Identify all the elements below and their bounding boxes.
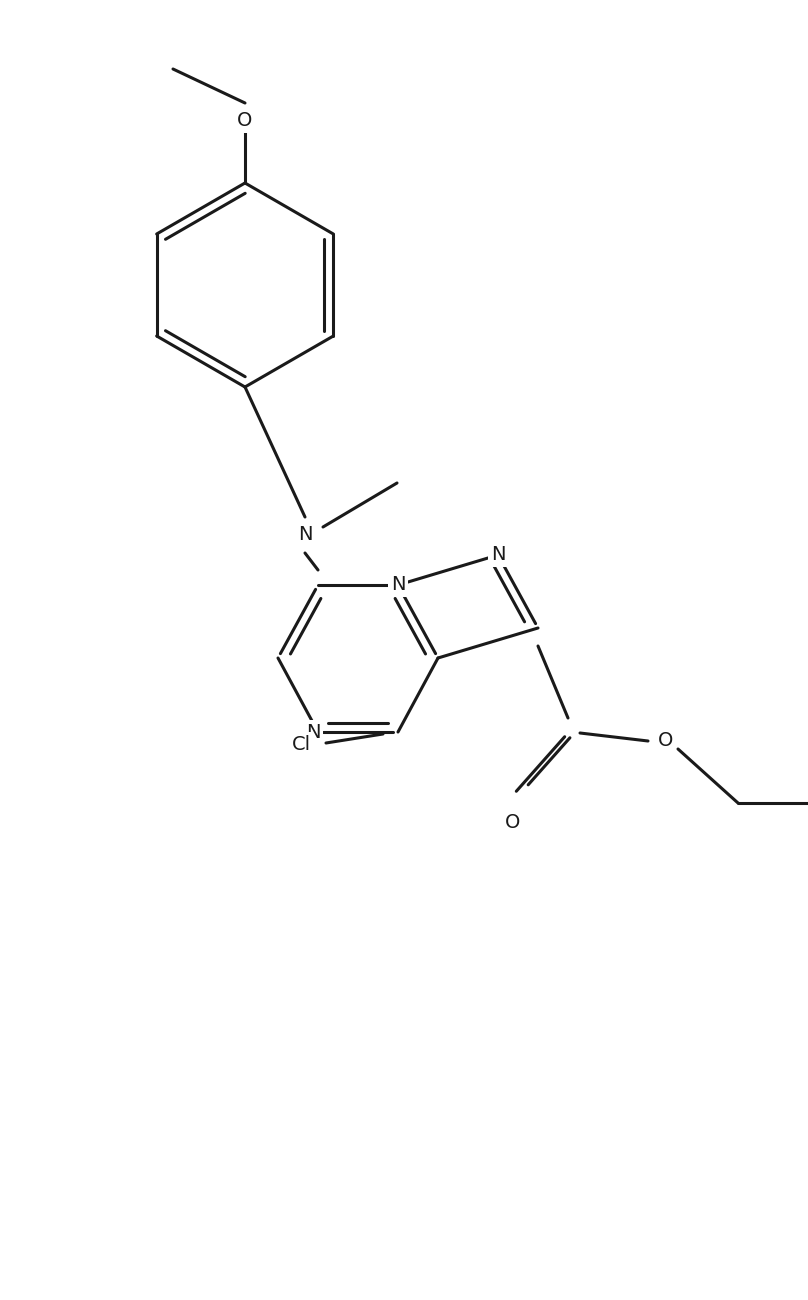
Text: Cl: Cl <box>292 734 310 754</box>
Text: N: N <box>305 723 320 741</box>
Text: N: N <box>490 546 505 564</box>
Text: O: O <box>505 814 520 832</box>
Text: N: N <box>391 576 406 594</box>
Text: O: O <box>238 112 253 130</box>
Text: O: O <box>659 732 674 750</box>
Text: N: N <box>298 525 312 545</box>
